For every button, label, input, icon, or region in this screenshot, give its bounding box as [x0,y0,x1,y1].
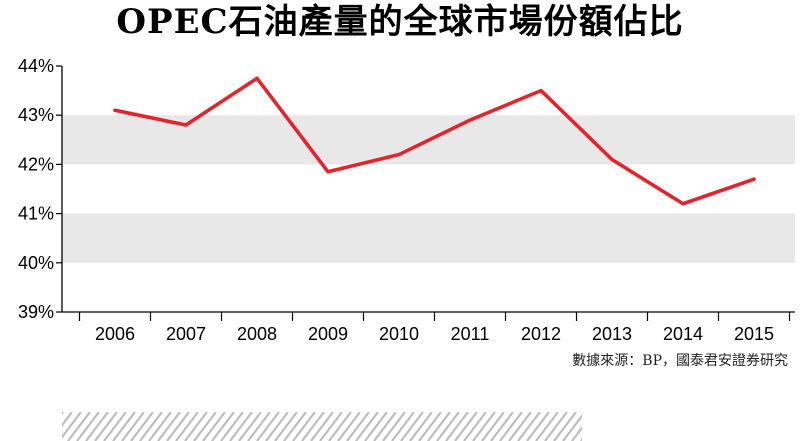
hatch-stroke [283,412,307,441]
hatch-stroke [472,412,496,441]
hatch-stroke [355,412,379,441]
hatch-stroke [256,412,280,441]
hatch-stroke [427,412,451,441]
hatch-stroke [454,412,478,441]
x-tick-label: 2008 [237,324,277,344]
hatch-stroke [193,412,217,441]
hatch-stroke [481,412,505,441]
decorative-hatch-bar [62,412,582,441]
hatch-stroke [382,412,406,441]
hatch-stroke [364,412,388,441]
hatch-stroke [274,412,298,441]
hatch-stroke [526,412,550,441]
hatch-stroke [463,412,487,441]
hatch-stroke [103,412,127,441]
hatch-stroke [301,412,325,441]
hatch-stroke [499,412,523,441]
x-tick-label: 2014 [663,324,703,344]
hatch-stroke [62,412,73,428]
hatch-stroke [436,412,460,441]
x-tick-label: 2013 [592,324,632,344]
y-tick-label: 40% [18,253,54,273]
hatch-stroke [571,425,582,441]
hatch-stroke [553,412,577,441]
hatch-stroke [310,412,334,441]
hatch-stroke [211,412,235,441]
series-line [113,76,756,206]
hatch-stroke [67,412,91,441]
hatch-stroke [517,412,541,441]
source-note: 數據來源：BP，國泰君安證券研究 [572,353,788,369]
y-tick-label: 39% [18,302,54,322]
hatch-stroke [62,412,82,439]
x-tick-label: 2012 [521,324,561,344]
hatch-stroke [544,412,568,441]
hatch-stroke [391,412,415,441]
hatch-stroke [229,412,253,441]
hatch-stroke [202,412,226,441]
hatch-stroke [337,412,361,441]
line-chart: 39%40%41%42%43%44% 2006 2007 2008 2009 2010 2… [18,56,795,344]
y-tick-label: 42% [18,154,54,174]
hatch-stroke [130,412,154,441]
hatch-stroke [535,412,559,441]
band-0 [62,213,795,263]
background-bands [62,115,795,263]
hatch-stroke [490,412,514,441]
hatch-stroke [148,412,172,441]
hatch-stroke [121,412,145,441]
x-tick-label: 2007 [166,324,206,344]
hatch-stroke [85,412,109,441]
hatch-stroke [409,412,433,441]
hatch-stroke [418,412,442,441]
chart-title: OPEC石油產量的全球市場份額佔比 [116,2,684,42]
x-tick-label: 2009 [308,324,348,344]
y-tick-label: 44% [18,56,54,76]
hatch-stroke [139,412,163,441]
x-tick-label: 2011 [451,324,490,344]
hatch-stroke [562,414,582,441]
x-tick-label: 2010 [379,324,419,344]
hatch-stroke [157,412,181,441]
hatch-stroke [319,412,343,441]
y-axis-ticks: 39% 40% 41% 42% 43% 44% [18,56,62,322]
y-tick-label: 41% [18,204,54,224]
hatch-stroke [175,412,199,441]
hatch-stroke [508,412,532,441]
x-tick-label: 2006 [95,324,135,344]
hatch-stroke [238,412,262,441]
x-axis-ticks: 2006 2007 2008 2009 2010 2011 2012 2013 2014 2015 [78,312,791,344]
hatch-stroke [328,412,352,441]
hatch-stroke [184,412,208,441]
hatch-stroke [373,412,397,441]
hatch-stroke [166,412,190,441]
hatch-stroke [400,412,424,441]
hatch-stroke [112,412,136,441]
hatch-stroke [346,412,370,441]
hatch-stroke [265,412,289,441]
x-tick-label: 2015 [734,324,774,344]
hatch-stroke [445,412,469,441]
hatch-stroke [247,412,271,441]
hatch-stroke [94,412,118,441]
hatch-stroke [292,412,316,441]
y-tick-label: 43% [18,105,54,125]
hatch-stroke [76,412,100,441]
hatch-stroke [220,412,244,441]
